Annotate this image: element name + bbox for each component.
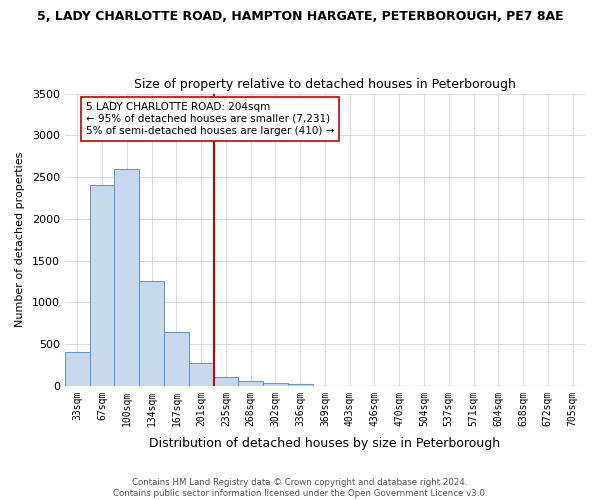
Title: Size of property relative to detached houses in Peterborough: Size of property relative to detached ho…	[134, 78, 516, 91]
Text: 5 LADY CHARLOTTE ROAD: 204sqm
← 95% of detached houses are smaller (7,231)
5% of: 5 LADY CHARLOTTE ROAD: 204sqm ← 95% of d…	[86, 102, 334, 136]
Bar	[139, 282, 164, 386]
Bar	[288, 384, 313, 386]
Bar	[263, 384, 288, 386]
Bar	[189, 363, 214, 386]
Text: 5, LADY CHARLOTTE ROAD, HAMPTON HARGATE, PETERBOROUGH, PE7 8AE: 5, LADY CHARLOTTE ROAD, HAMPTON HARGATE,…	[37, 10, 563, 23]
Bar	[214, 376, 238, 386]
Bar	[65, 352, 89, 386]
Y-axis label: Number of detached properties: Number of detached properties	[15, 152, 25, 328]
Bar	[89, 186, 115, 386]
Bar	[164, 332, 189, 386]
X-axis label: Distribution of detached houses by size in Peterborough: Distribution of detached houses by size …	[149, 437, 500, 450]
Text: Contains HM Land Registry data © Crown copyright and database right 2024.
Contai: Contains HM Land Registry data © Crown c…	[113, 478, 487, 498]
Bar	[115, 168, 139, 386]
Bar	[238, 381, 263, 386]
